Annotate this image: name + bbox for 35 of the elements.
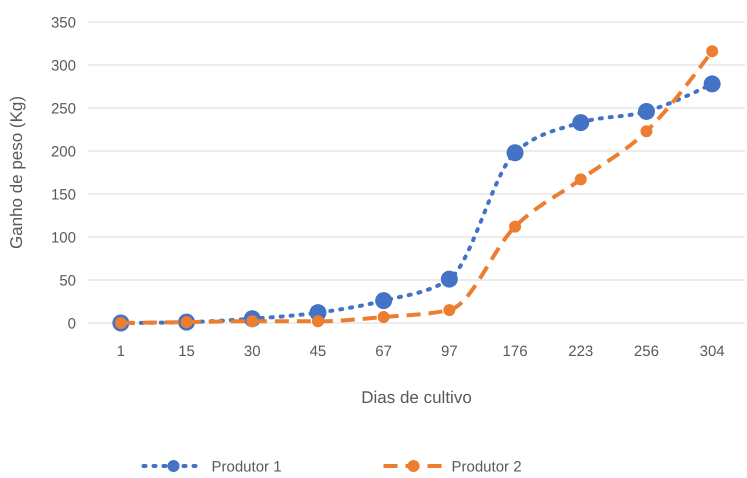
point xyxy=(509,220,522,233)
point xyxy=(312,315,324,328)
point xyxy=(378,310,390,323)
y-tick-label: 350 xyxy=(50,14,76,32)
point xyxy=(706,45,718,58)
point xyxy=(638,102,655,120)
y-tick-label: 250 xyxy=(50,100,76,118)
y-tick-label: 200 xyxy=(50,143,76,160)
x-tick-label: 45 xyxy=(310,343,326,360)
x-tick-label: 67 xyxy=(375,343,392,360)
y-tick-label: 100 xyxy=(50,229,76,246)
x-axis-title: Dias de cultivo xyxy=(361,388,472,407)
y-tick-label: 150 xyxy=(50,186,76,204)
point xyxy=(640,125,652,138)
point xyxy=(574,173,587,186)
legend-label: Produtor 1 xyxy=(212,458,282,476)
legend-label: Produtor 2 xyxy=(452,458,522,476)
x-tick-label: 30 xyxy=(244,343,261,360)
point xyxy=(506,144,524,162)
point xyxy=(440,270,458,288)
y-axis-title: Ganho de peso (Kg) xyxy=(7,96,26,250)
x-tick-label: 15 xyxy=(178,343,195,360)
x-tick-label: 256 xyxy=(634,343,659,360)
point xyxy=(704,75,721,92)
point xyxy=(443,304,456,316)
y-tick-label: 300 xyxy=(50,57,76,74)
point xyxy=(572,114,590,132)
y-tick-label: 0 xyxy=(68,315,76,332)
x-tick-label: 97 xyxy=(441,343,458,360)
x-tick-label: 304 xyxy=(700,343,725,360)
x-tick-label: 223 xyxy=(568,343,594,360)
point xyxy=(375,292,392,310)
x-tick-label: 1 xyxy=(116,343,126,360)
y-tick-label: 50 xyxy=(59,272,76,290)
x-tick-label: 176 xyxy=(502,343,528,360)
